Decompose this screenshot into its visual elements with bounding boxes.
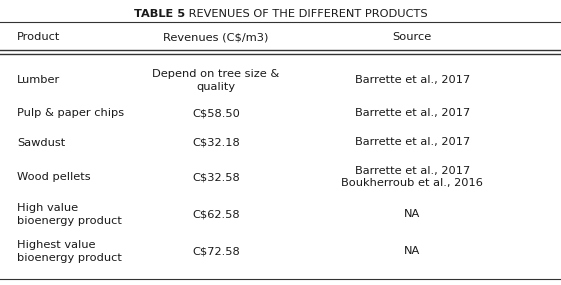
Text: NA: NA — [404, 246, 420, 256]
Text: REVENUES OF THE DIFFERENT PRODUCTS: REVENUES OF THE DIFFERENT PRODUCTS — [185, 9, 427, 19]
Text: C$72.58: C$72.58 — [192, 246, 240, 256]
Text: NA: NA — [404, 209, 420, 219]
Text: Pulp & paper chips: Pulp & paper chips — [17, 108, 124, 119]
Text: Barrette et al., 2017
Boukherroub et al., 2016: Barrette et al., 2017 Boukherroub et al.… — [342, 166, 483, 188]
Text: C$62.58: C$62.58 — [192, 209, 240, 219]
Text: Lumber: Lumber — [17, 75, 60, 86]
Text: Depend on tree size &
quality: Depend on tree size & quality — [153, 69, 279, 91]
Text: C$32.18: C$32.18 — [192, 137, 240, 148]
Text: High value
bioenergy product: High value bioenergy product — [17, 203, 122, 225]
Text: Product: Product — [17, 32, 60, 42]
Text: Wood pellets: Wood pellets — [17, 172, 90, 182]
Text: Revenues (C$/m3): Revenues (C$/m3) — [163, 32, 269, 42]
Text: Barrette et al., 2017: Barrette et al., 2017 — [355, 137, 470, 148]
Text: Sawdust: Sawdust — [17, 137, 65, 148]
Text: Source: Source — [393, 32, 432, 42]
Text: Barrette et al., 2017: Barrette et al., 2017 — [355, 108, 470, 119]
Text: Barrette et al., 2017: Barrette et al., 2017 — [355, 75, 470, 86]
Text: Highest value
bioenergy product: Highest value bioenergy product — [17, 240, 122, 262]
Text: C$32.58: C$32.58 — [192, 172, 240, 182]
Text: C$58.50: C$58.50 — [192, 108, 240, 119]
Text: TABLE 5: TABLE 5 — [134, 9, 185, 19]
